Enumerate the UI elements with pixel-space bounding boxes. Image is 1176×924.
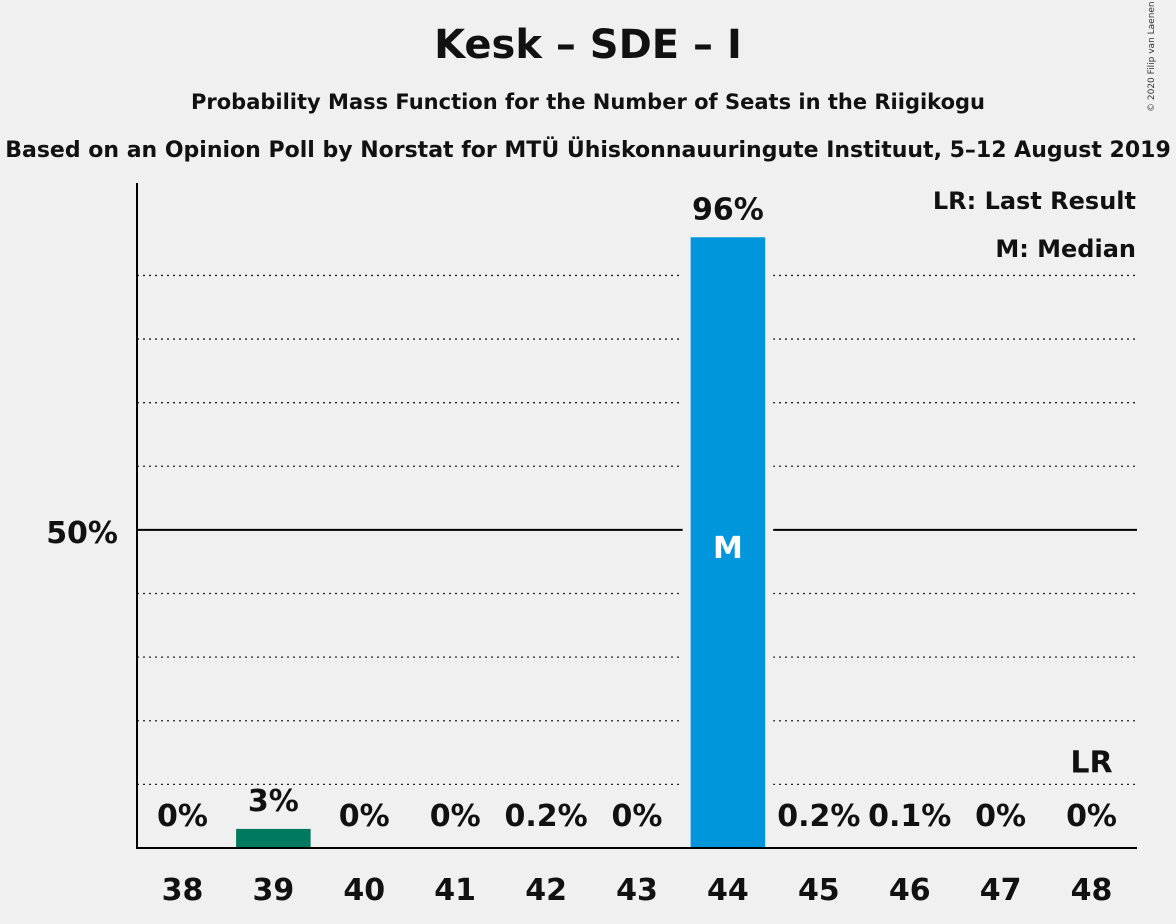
value-label-42: 0.2% <box>504 799 587 834</box>
x-tick-label-43: 43 <box>616 873 658 908</box>
value-label-48: 0% <box>1066 799 1117 834</box>
x-tick-label-42: 42 <box>525 873 567 908</box>
median-marker: M <box>713 531 743 566</box>
x-tick-label-46: 46 <box>889 873 931 908</box>
x-tick-label-48: 48 <box>1071 873 1113 908</box>
x-tick-label-40: 40 <box>343 873 385 908</box>
x-tick-labels: 38 39 40 41 42 43 44 45 46 47 48 <box>162 873 1113 908</box>
x-tick-label-41: 41 <box>434 873 476 908</box>
legend-last-result: LR: Last Result <box>933 187 1136 215</box>
y-tick-label-50: 50% <box>46 516 118 551</box>
value-label-47: 0% <box>975 799 1026 834</box>
value-label-41: 0% <box>430 799 481 834</box>
x-tick-label-38: 38 <box>162 873 204 908</box>
chart-subtitle: Probability Mass Function for the Number… <box>191 90 985 114</box>
bars <box>236 237 774 848</box>
axes <box>136 183 1137 849</box>
value-label-45: 0.2% <box>777 799 860 834</box>
value-label-40: 0% <box>339 799 390 834</box>
legend-median: M: Median <box>995 235 1136 263</box>
legend: LR: Last Result M: Median <box>933 187 1136 263</box>
value-label-38: 0% <box>157 799 208 834</box>
value-label-46: 0.1% <box>868 799 951 834</box>
x-tick-label-44: 44 <box>707 873 749 908</box>
x-tick-label-45: 45 <box>798 873 840 908</box>
bar-39 <box>236 828 311 848</box>
x-tick-label-39: 39 <box>252 873 294 908</box>
chart-title: Kesk – SDE – I <box>434 22 742 68</box>
value-label-44: 96% <box>692 192 764 227</box>
bar-44 <box>690 237 766 848</box>
chart-source: Based on an Opinion Poll by Norstat for … <box>5 138 1171 163</box>
gridlines <box>137 274 1137 786</box>
x-tick-label-47: 47 <box>980 873 1022 908</box>
value-labels: 0% 3% 0% 0% 0.2% 0%96%M0.2% 0.1% 0% 0%LR <box>157 192 1117 834</box>
last-result-marker: LR <box>1070 745 1112 780</box>
value-label-39: 3% <box>248 784 299 819</box>
value-label-43: 0% <box>612 799 663 834</box>
